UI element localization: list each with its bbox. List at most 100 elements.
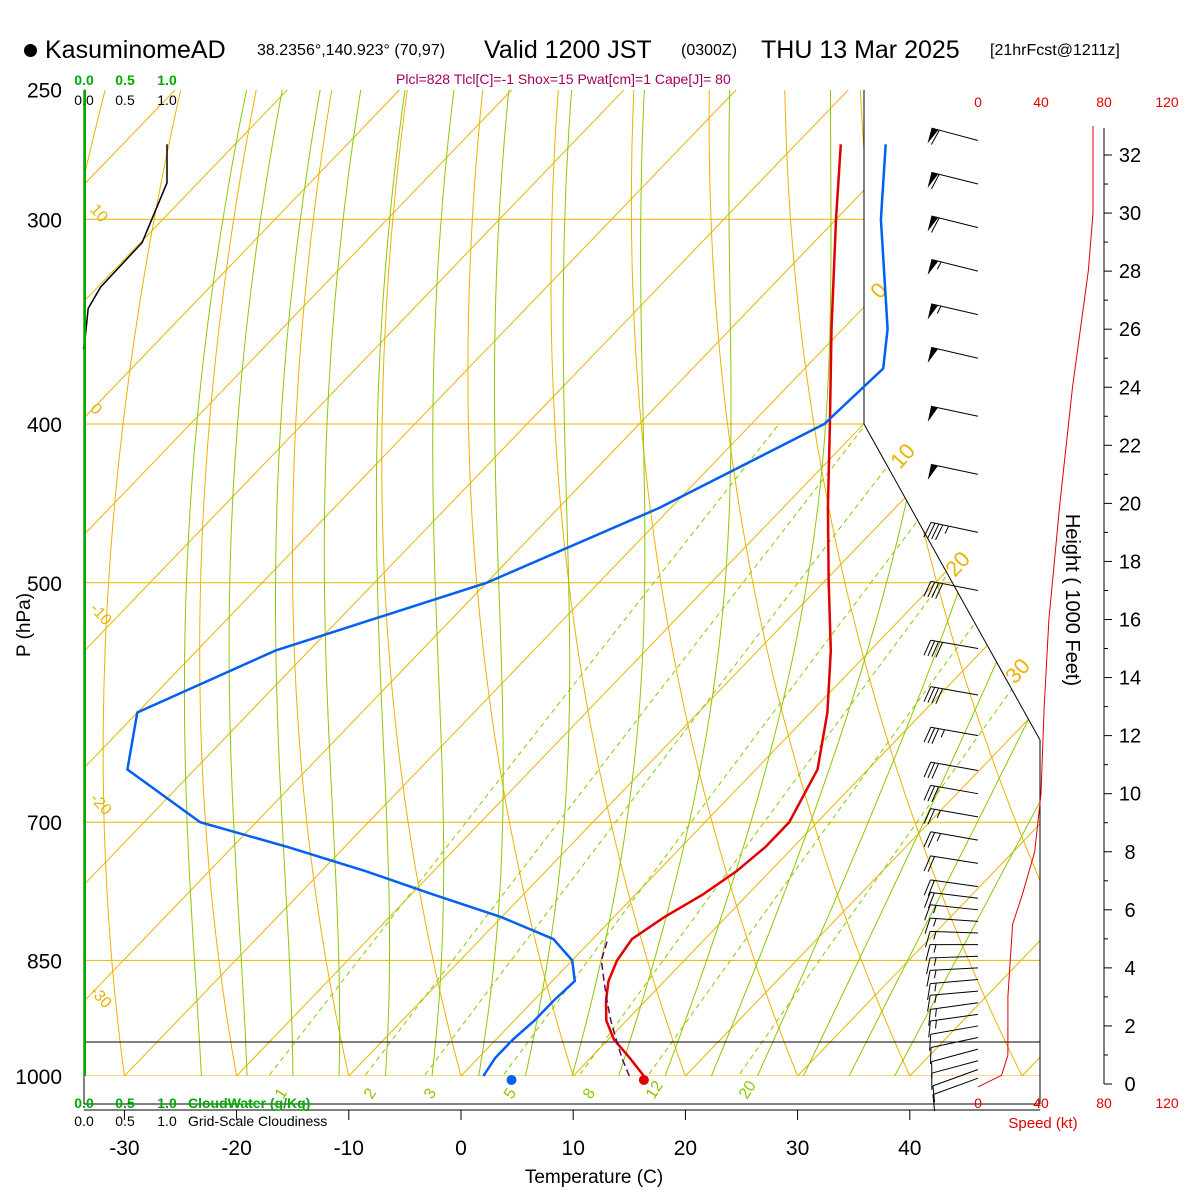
isotherm-line xyxy=(84,90,401,1076)
isotherm-line xyxy=(1134,90,1200,1076)
wind-barb-feather xyxy=(927,640,936,657)
wind-barb-feather xyxy=(923,686,932,702)
wind-barb xyxy=(932,1069,979,1103)
wind-barb-feather xyxy=(932,1085,936,1103)
wind-barb xyxy=(924,904,979,921)
dry-adiabat-line xyxy=(1083,61,1200,1111)
mixing-ratio-label: 3 xyxy=(421,1085,440,1102)
wind-barb-staff xyxy=(930,990,979,996)
wind-barb xyxy=(926,955,979,975)
moist-adiabat-line xyxy=(875,90,1040,1076)
wind-barbs xyxy=(923,127,979,1112)
wind-barb-staff xyxy=(930,1013,979,1022)
wind-barb xyxy=(923,891,979,909)
wind-speed-profile xyxy=(977,126,1094,1088)
isotherm-line xyxy=(1021,90,1040,1076)
isotherm-label: 30 xyxy=(1000,653,1035,688)
y-axis-label: P (hPa) xyxy=(14,593,35,657)
speed-tick-label: 80 xyxy=(1096,94,1112,110)
dry-adiabat-line xyxy=(550,90,699,1076)
wind-barb-feather xyxy=(927,687,936,703)
wind-barb-feather xyxy=(923,831,932,848)
wind-barb-feather xyxy=(928,1009,931,1026)
wind-barb-half-feather xyxy=(935,1020,937,1029)
moist-adiabat-line xyxy=(323,90,366,1076)
speed-tick-label: 0 xyxy=(974,94,982,110)
wind-barb-flag xyxy=(927,464,938,481)
isotherm-label: 20 xyxy=(940,546,975,581)
wind-barb-half-feather xyxy=(936,833,942,842)
cloud-water-axis-label: CloudWater (g/Kg) xyxy=(188,1095,310,1111)
wind-barb-feather xyxy=(927,892,935,909)
wind-barb-feather xyxy=(931,763,940,779)
speed-tick-label: 80 xyxy=(1096,1095,1112,1111)
height-tick-label: 26 xyxy=(1119,319,1141,341)
height-tick-label: 2 xyxy=(1124,1016,1135,1038)
height-tick-label: 20 xyxy=(1119,493,1141,515)
wind-barb-feather xyxy=(925,944,931,961)
mixing-ratio-label: 2 xyxy=(361,1085,380,1102)
wind-barb xyxy=(925,944,978,961)
height-tick-label: 24 xyxy=(1119,377,1141,399)
wind-barb-feather xyxy=(929,1034,932,1051)
wind-barb-feather xyxy=(923,855,932,872)
skew-t-plot-area xyxy=(84,61,1200,1111)
wind-barb-feather xyxy=(927,995,931,1012)
wind-barb-staff xyxy=(930,1025,979,1035)
wind-barb xyxy=(927,990,979,1012)
cloud-water-tick: 0.5 xyxy=(115,1095,135,1111)
wind-barb xyxy=(927,171,979,190)
wind-barb-half-feather xyxy=(935,1008,937,1017)
x-axis-label: Temperature (C) xyxy=(525,1167,663,1188)
speed-tick-label: 120 xyxy=(1155,94,1179,110)
height-tick-label: 4 xyxy=(1124,958,1135,980)
cloud-water-tick: 0.5 xyxy=(115,72,135,88)
dry-adiabat-line xyxy=(858,90,1040,1076)
temperature-profile xyxy=(604,144,843,1077)
wind-barb-staff xyxy=(930,726,979,737)
wind-barb-flag xyxy=(927,128,939,144)
height-tick-label: 16 xyxy=(1119,610,1141,632)
mixing-ratio-line xyxy=(241,423,780,1076)
speed-tick-label: 40 xyxy=(1033,1095,1049,1111)
speed-tick-label: 0 xyxy=(974,1095,982,1111)
wind-barb xyxy=(926,967,979,987)
mixing-ratio-label: 5 xyxy=(501,1085,520,1102)
pressure-tick-label: 250 xyxy=(27,80,62,103)
wind-barb-staff xyxy=(931,346,979,359)
wind-barb-feather xyxy=(923,522,932,538)
plot-right-boundary xyxy=(863,90,1041,1076)
wind-barb-feather xyxy=(923,879,931,896)
pressure-tick-label: 400 xyxy=(27,414,62,437)
height-tick-label: 18 xyxy=(1119,551,1141,573)
wind-barb-feather xyxy=(923,581,932,597)
wind-barb-feather xyxy=(935,642,944,658)
wind-barb-half-feather xyxy=(936,810,942,819)
wind-barb-feather xyxy=(926,957,931,975)
wind-barb-staff xyxy=(930,686,979,696)
wind-barb-flag xyxy=(927,347,939,364)
dry-adiabat-line xyxy=(630,90,813,1076)
wind-barb-feather xyxy=(924,904,931,921)
wind-barb-feather xyxy=(927,762,936,779)
wind-barb-feather xyxy=(923,785,932,801)
cloud-water-tick: 1.0 xyxy=(157,72,177,88)
valid-time: Valid 1200 JST xyxy=(484,36,652,64)
wind-barb-feather xyxy=(931,728,940,744)
moist-adiabat-line xyxy=(427,90,459,1076)
isotherm-line xyxy=(460,90,1040,1076)
wind-barb-half-feather xyxy=(934,994,937,1003)
dewpoint-profile xyxy=(126,144,889,1077)
isotherm-line xyxy=(84,90,288,1076)
moist-adiabat-line xyxy=(696,90,949,1076)
dry-adiabat-line xyxy=(783,90,1040,1076)
wind-barb xyxy=(928,1002,979,1026)
pressure-tick-label: 500 xyxy=(27,573,62,596)
wind-barb-half-feather xyxy=(933,957,937,966)
wind-barb-staff xyxy=(930,1037,979,1049)
wind-barb-half-feather xyxy=(934,983,937,992)
wind-barb-flag xyxy=(927,259,939,276)
wind-barb xyxy=(923,855,979,872)
x-tick-label: 40 xyxy=(898,1137,921,1160)
wind-barb xyxy=(923,808,979,825)
